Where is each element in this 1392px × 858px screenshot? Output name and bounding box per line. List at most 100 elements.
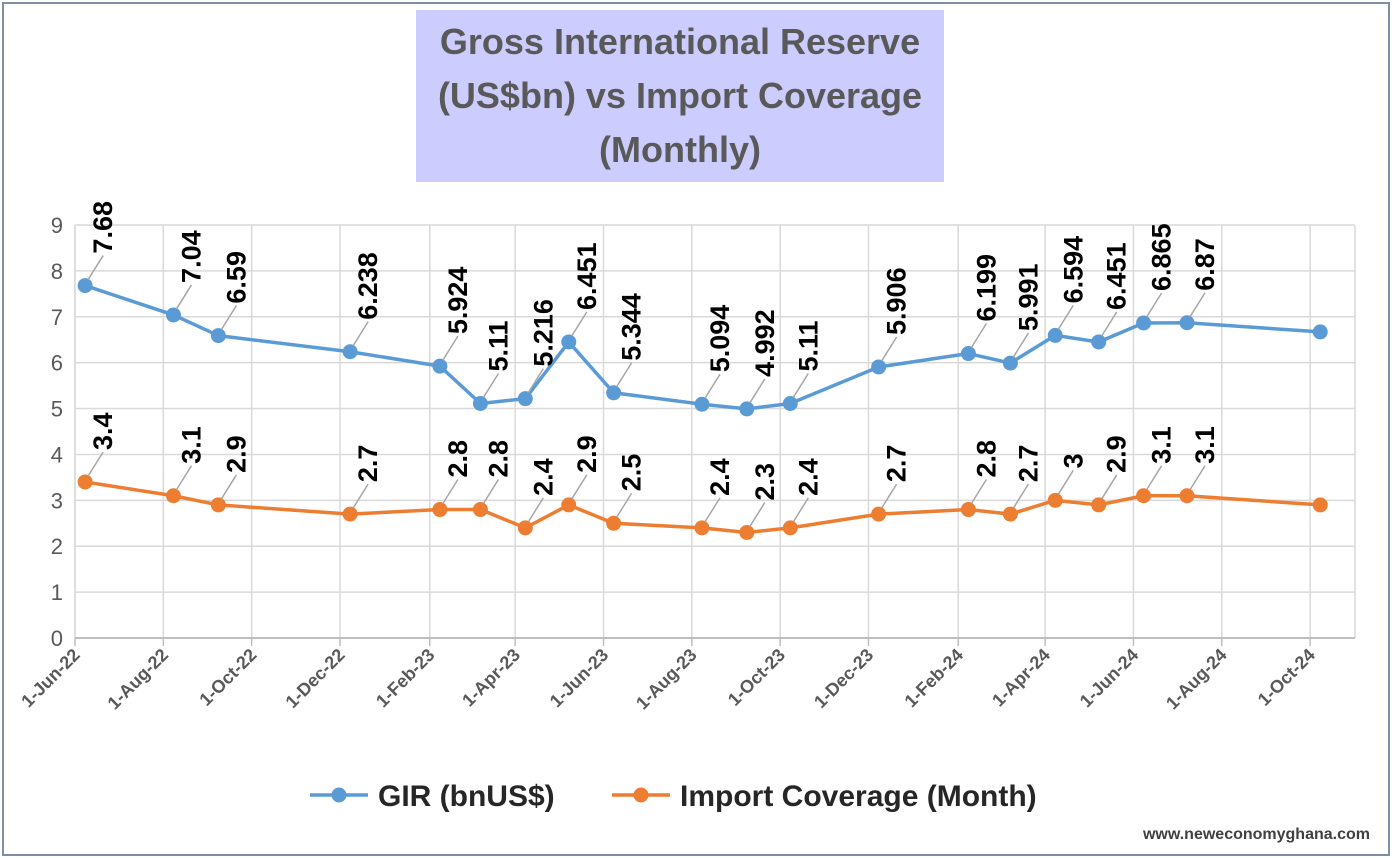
series-1-leader-line	[442, 479, 459, 504]
series-0-data-label: 5.094	[705, 305, 735, 373]
series-1-data-label: 2.7	[1013, 445, 1043, 483]
series-0-point	[517, 391, 533, 407]
series-0-point	[694, 396, 710, 412]
series-0-data-label: 6.451	[572, 242, 602, 310]
series-1-point	[1091, 497, 1107, 513]
series-0-leader-line	[616, 362, 633, 388]
series-0-point	[960, 346, 976, 362]
series-0-point	[77, 278, 93, 294]
series-0-data-label: 6.865	[1147, 223, 1177, 291]
series-1-data-label: 2.9	[1102, 435, 1132, 473]
series-0-leader-line	[571, 311, 588, 337]
series-1-point	[165, 488, 181, 504]
series-1-leader-line	[792, 497, 809, 523]
series-0-point	[871, 359, 887, 375]
x-tick-label: 1-Jun-23	[546, 645, 612, 711]
chart-title-box: Gross International Reserve (US$bn) vs I…	[416, 10, 944, 182]
series-1-leader-line	[87, 451, 104, 477]
series-0-leader-line	[704, 373, 721, 399]
y-tick-label: 5	[51, 397, 63, 422]
series-0-data-label: 7.68	[88, 201, 118, 254]
y-tick-label: 3	[51, 488, 63, 513]
series-0-leader-line	[970, 323, 988, 348]
x-tick-label: 1-Apr-23	[458, 645, 524, 711]
series-1-point	[1179, 488, 1195, 504]
series-0-point	[1091, 334, 1107, 350]
series-0-leader-line	[1057, 305, 1074, 330]
series-1-leader-line	[220, 474, 237, 500]
series-0-leader-line	[482, 373, 500, 398]
series-0-data-label: 6.451	[1102, 242, 1132, 310]
series-1-point	[1312, 497, 1328, 513]
series-1-point	[1136, 488, 1152, 504]
series-1-point	[871, 506, 887, 522]
series-1-data-label: 2.9	[572, 435, 602, 473]
series-1-data-label: 2.4	[705, 458, 735, 496]
series-1-point	[1002, 506, 1018, 522]
x-tick-label: 1-Oct-23	[724, 645, 789, 710]
series-1-point	[782, 520, 798, 536]
x-tick-label: 1-Apr-24	[988, 645, 1054, 711]
series-1-point	[606, 515, 622, 531]
series-1-leader-line	[482, 479, 500, 504]
series-0-data-label: 5.344	[617, 293, 647, 361]
series-0-data-label: 5.11	[483, 320, 513, 371]
series-0-data-label: 6.594	[1058, 236, 1088, 304]
series-0-point	[561, 334, 577, 350]
series-1-data-label: 2.5	[617, 454, 647, 492]
series-1-data-label: 2.8	[443, 440, 473, 478]
series-1-leader-line	[1057, 469, 1074, 495]
series-0-data-label: 6.87	[1190, 238, 1220, 291]
series-0-data-label: 5.906	[882, 267, 912, 335]
series-1-data-label: 2.9	[221, 435, 251, 473]
x-tick-label: 1-Jun-22	[17, 645, 83, 711]
series-0-point	[1312, 324, 1328, 340]
x-tick-label: 1-Feb-24	[901, 645, 967, 711]
series-1-leader-line	[704, 497, 721, 523]
series-0-data-label: 6.238	[353, 252, 383, 320]
series-0-data-label: 6.59	[221, 251, 251, 304]
legend-0-marker	[331, 787, 347, 803]
x-tick-label: 1-Aug-22	[104, 645, 173, 714]
series-1-data-label: 2.7	[882, 445, 912, 483]
series-0-point	[165, 307, 181, 323]
x-tick-label: 1-Jun-24	[1076, 645, 1142, 711]
y-tick-label: 1	[51, 580, 63, 605]
series-1-data-label: 2.7	[353, 445, 383, 483]
series-0-leader-line	[880, 336, 898, 362]
series-1-data-label: 3.4	[88, 412, 118, 450]
series-0-point	[342, 344, 358, 360]
x-tick-label: 1-Oct-22	[195, 645, 260, 710]
x-tick-label: 1-Dec-22	[282, 645, 349, 712]
series-0-data-label: 7.04	[176, 230, 206, 283]
series-1-data-label: 3	[1058, 453, 1088, 468]
y-tick-label: 6	[51, 351, 63, 376]
series-1-data-label: 2.3	[750, 463, 780, 501]
series-1-leader-line	[970, 479, 988, 504]
series-1-data-label: 2.4	[528, 458, 558, 496]
series-1-leader-line	[880, 483, 898, 509]
series-1-point	[472, 502, 488, 518]
series-0-leader-line	[220, 305, 237, 330]
series-0-point	[210, 328, 226, 344]
series-0-point	[432, 358, 448, 374]
x-tick-label: 1-Feb-23	[372, 645, 438, 711]
series-1-leader-line	[1101, 474, 1118, 500]
y-tick-label: 9	[51, 213, 63, 238]
legend-0-label: GIR (bnUS$)	[378, 780, 555, 813]
series-1-data-label: 3.1	[176, 426, 206, 464]
series-1-data-label: 3.1	[1147, 426, 1177, 464]
y-tick-label: 2	[51, 534, 63, 559]
series-0-leader-line	[175, 284, 193, 310]
series-1-leader-line	[1145, 465, 1163, 491]
y-tick-label: 8	[51, 259, 63, 284]
series-0-data-label: 5.924	[443, 267, 473, 335]
series-1-point	[342, 506, 358, 522]
series-0-leader-line	[749, 378, 766, 404]
chart-title: Gross International Reserve (US$bn) vs I…	[437, 21, 923, 170]
series-0-point	[782, 396, 798, 412]
series-0-point	[1136, 315, 1152, 331]
series-0-leader-line	[352, 321, 369, 347]
series-1-point	[739, 524, 755, 540]
